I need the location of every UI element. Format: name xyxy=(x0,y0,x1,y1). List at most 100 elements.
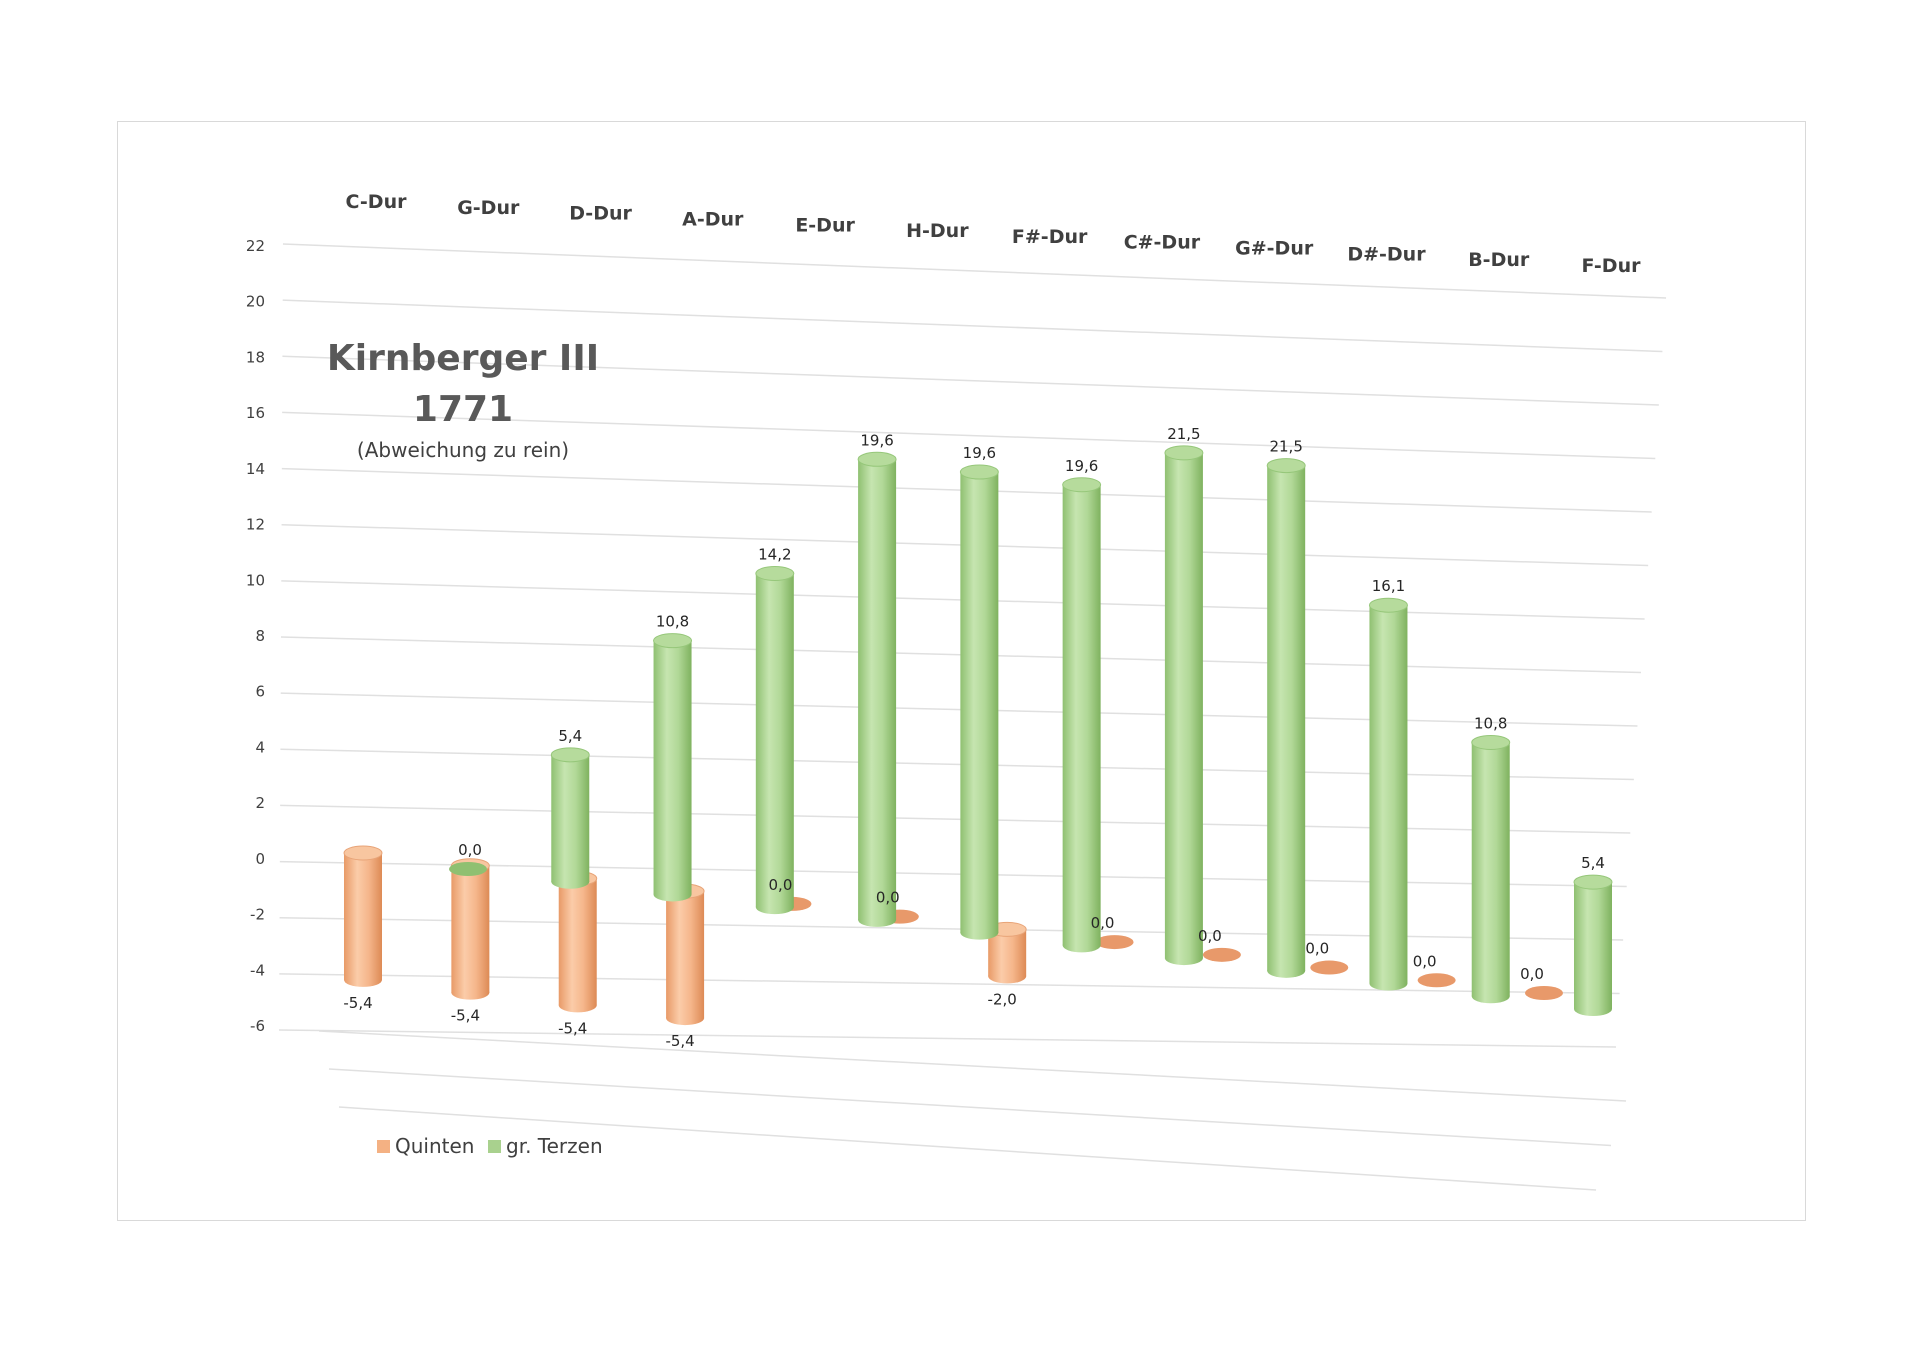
bar-terzen xyxy=(959,464,999,940)
bar-quinten xyxy=(1202,947,1241,962)
bar-top-cap xyxy=(959,464,999,480)
floor-line xyxy=(328,1068,1612,1147)
bar-terzen xyxy=(857,451,897,927)
y-tick-label: 22 xyxy=(246,237,265,255)
bar-top-cap xyxy=(343,845,383,861)
bar-body xyxy=(653,640,692,895)
bar-bottom-cap xyxy=(344,972,382,987)
floor-line xyxy=(338,1106,1597,1191)
bar-bottom-cap xyxy=(551,874,590,889)
bar-terzen xyxy=(1266,458,1306,978)
y-tick-label: 16 xyxy=(246,404,265,422)
data-label-terzen: 0,0 xyxy=(458,841,482,859)
bar-flat xyxy=(1417,973,1456,988)
bar-body xyxy=(858,459,897,920)
category-label: A-Dur xyxy=(682,208,744,230)
bar-quinten xyxy=(1525,986,1563,1000)
bar-body xyxy=(1267,465,1306,971)
legend-swatch-terzen xyxy=(488,1140,501,1153)
bar-body xyxy=(451,865,490,993)
bar-flat xyxy=(1310,960,1349,975)
gridline xyxy=(280,692,1638,727)
category-label: C#-Dur xyxy=(1124,232,1201,254)
bar-terzen xyxy=(653,633,693,902)
bar-quinten xyxy=(987,921,1027,984)
category-label: D-Dur xyxy=(569,203,632,225)
legend: Quinten gr. Terzen xyxy=(377,1134,603,1158)
data-label-quinten: -5,4 xyxy=(451,1007,480,1025)
bar-flat xyxy=(1095,935,1134,950)
y-tick-label: -6 xyxy=(250,1017,265,1035)
data-label-terzen: 21,5 xyxy=(1269,438,1302,456)
bar-bottom-cap xyxy=(988,969,1027,984)
bar-quinten xyxy=(343,845,383,987)
data-label-quinten: 0,0 xyxy=(1413,952,1437,970)
data-label-quinten: 0,0 xyxy=(1520,965,1544,983)
chart-subtitle: (Abweichung zu rein) xyxy=(357,438,569,462)
y-tick-label: -2 xyxy=(250,906,265,924)
bar-bottom-cap xyxy=(666,1011,705,1026)
y-tick-label: 18 xyxy=(246,348,265,366)
bar-body xyxy=(1062,484,1101,946)
bar-top-cap xyxy=(1266,458,1306,474)
bar-terzen xyxy=(755,565,795,915)
bar-terzen xyxy=(1368,597,1408,991)
legend-label-terzen: gr. Terzen xyxy=(506,1134,603,1158)
legend-swatch-quinten xyxy=(377,1140,390,1153)
bars xyxy=(343,445,1613,1026)
gridline xyxy=(282,411,1656,460)
category-labels: C-Dur G-Dur D-Dur A-Dur E-Dur H-Dur F#-Dur C#-D… xyxy=(346,191,1642,277)
data-labels: -5,4 -5,4 -5,4 -5,4 0,0 0,0 -2,0 0,0 0,0 0,0 0,0 0,… xyxy=(343,425,1605,1050)
bar-body xyxy=(344,853,382,980)
y-tick-label: 0 xyxy=(255,850,265,868)
category-label: E-Dur xyxy=(795,214,855,236)
y-tick-label: 4 xyxy=(255,738,265,756)
bar-quinten xyxy=(665,883,705,1026)
chart-area: 22 20 18 16 14 12 10 8 6 4 2 0 -2 -4 -6 C-Dur G-Dur D-Du… xyxy=(117,121,1806,1221)
chart-title-block: Kirnberger III 1771 (Abweichung zu rein) xyxy=(327,338,599,462)
bar-bottom-cap xyxy=(1164,951,1203,966)
category-label: F#-Dur xyxy=(1012,226,1088,248)
bar-top-cap xyxy=(550,747,590,763)
bar-flat xyxy=(449,862,487,876)
bar-top-cap xyxy=(1471,734,1511,750)
category-label: H-Dur xyxy=(906,220,969,242)
category-label: D#-Dur xyxy=(1347,243,1426,265)
gridline xyxy=(279,973,1620,995)
bar-bottom-cap xyxy=(451,985,490,1000)
data-label-terzen: 5,4 xyxy=(558,727,582,745)
bar-bottom-cap xyxy=(1471,989,1510,1004)
y-tick-label: 6 xyxy=(255,683,265,701)
data-label-quinten: -5,4 xyxy=(558,1019,587,1037)
bar-flat xyxy=(1525,986,1563,1000)
bar-body xyxy=(1574,882,1612,1009)
bar-quinten xyxy=(558,870,598,1013)
floor-line xyxy=(318,1030,1627,1102)
y-tick-label: 20 xyxy=(246,293,265,311)
data-label-terzen: 19,6 xyxy=(860,431,893,449)
bar-top-cap xyxy=(1368,597,1408,613)
bar-bottom-cap xyxy=(653,887,692,902)
bar-terzen xyxy=(550,747,590,889)
data-label-quinten: 0,0 xyxy=(1305,940,1329,958)
y-tick-label: 10 xyxy=(246,571,265,589)
bar-top-cap xyxy=(1164,445,1204,461)
bar-top-cap xyxy=(1573,874,1613,890)
bar-terzen xyxy=(1062,477,1102,953)
bar-bottom-cap xyxy=(960,925,999,940)
gridline xyxy=(278,1029,1617,1048)
bar-quinten xyxy=(1095,935,1134,950)
category-label: G#-Dur xyxy=(1235,238,1314,260)
data-label-terzen: 10,8 xyxy=(1474,714,1507,732)
data-label-quinten: -5,4 xyxy=(665,1032,694,1050)
category-label: G-Dur xyxy=(457,197,520,219)
data-label-terzen: 16,1 xyxy=(1372,577,1405,595)
bar-body xyxy=(558,878,597,1006)
bar-quinten xyxy=(1417,973,1456,988)
bar-quinten xyxy=(1310,960,1349,975)
bar-terzen xyxy=(1164,445,1204,966)
category-label: F-Dur xyxy=(1582,255,1642,277)
data-label-terzen: 19,6 xyxy=(1065,457,1098,475)
bar-bottom-cap xyxy=(558,998,597,1013)
